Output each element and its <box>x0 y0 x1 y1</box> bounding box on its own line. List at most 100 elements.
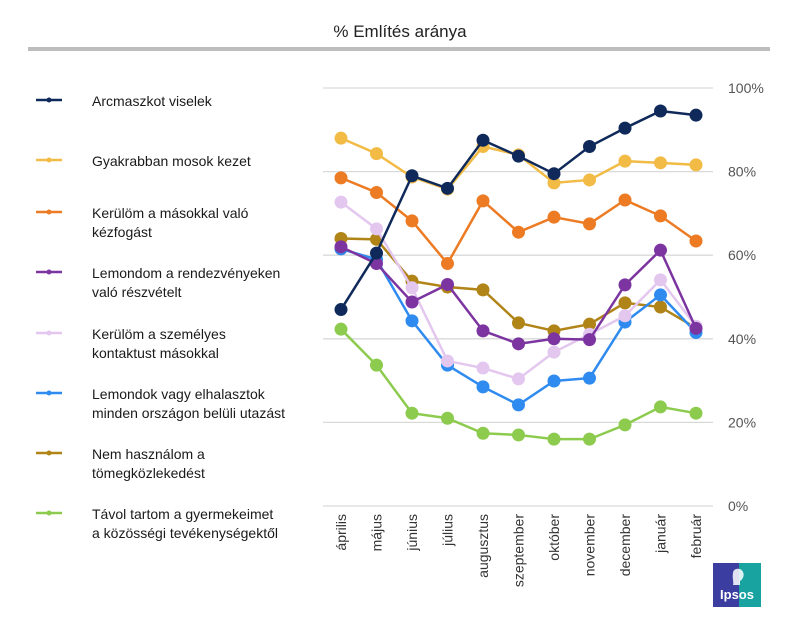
data-point <box>618 418 632 432</box>
data-point <box>654 400 667 414</box>
legend-label: Gyakrabban mosok kezet <box>92 152 352 171</box>
legend-swatch <box>36 97 62 103</box>
data-point <box>405 214 419 228</box>
data-point <box>334 171 348 185</box>
data-point <box>441 354 454 368</box>
svg-text:Ipsos: Ipsos <box>720 587 754 602</box>
series-0 <box>334 104 703 317</box>
x-tick-label: február <box>688 514 704 559</box>
legend-label-line: Arcmaszkot viselek <box>92 93 212 109</box>
series-line <box>339 109 697 311</box>
data-point <box>547 432 561 446</box>
legend-label: Lemondom a rendezvényeken való részvételt <box>92 264 352 302</box>
legend-label: Nem használom a tömegközlekedést <box>92 445 352 483</box>
data-point <box>654 209 667 223</box>
legend-swatch <box>36 390 62 396</box>
data-point <box>547 176 561 190</box>
x-tick-label: szeptember <box>511 514 527 587</box>
legend-label-line: tömegközlekedést <box>92 465 205 481</box>
series-3 <box>334 240 703 351</box>
data-point <box>547 332 561 346</box>
x-tick-label: május <box>369 514 385 551</box>
data-point <box>405 295 419 309</box>
data-point <box>334 303 348 317</box>
data-point <box>476 133 490 147</box>
data-point <box>476 361 490 375</box>
legend-label-line: Kerülöm a másokkal való <box>92 205 249 221</box>
data-point <box>512 428 525 442</box>
data-point <box>654 300 667 314</box>
data-point <box>583 432 596 446</box>
data-point <box>689 158 703 172</box>
y-tick-label: 60% <box>728 247 756 263</box>
data-point <box>370 246 383 260</box>
series-7 <box>334 322 703 446</box>
data-point <box>689 234 703 248</box>
data-point <box>441 181 454 195</box>
ipsos-logo: Ipsos <box>713 563 761 607</box>
data-point <box>370 147 383 161</box>
data-point <box>689 321 703 335</box>
data-point <box>476 324 490 338</box>
series-line <box>340 137 697 191</box>
data-point <box>618 121 632 135</box>
x-tick-label: július <box>440 514 456 547</box>
legend-label: Kerülöm a személyes kontaktust másokkal <box>92 325 352 363</box>
legend-label-line: Nem használom a <box>92 446 205 462</box>
data-point <box>512 372 525 386</box>
data-point <box>370 222 383 236</box>
series-line <box>340 176 697 266</box>
data-point <box>547 167 561 181</box>
legend-label-line: Távol tartom a gyermekeimet <box>92 506 274 522</box>
data-point <box>583 371 596 385</box>
x-tick-label: december <box>617 514 633 577</box>
data-point <box>405 281 419 295</box>
data-point <box>654 273 667 287</box>
data-point <box>512 337 525 351</box>
data-point <box>441 277 454 291</box>
legend-label-line: Lemondom a rendezvényeken <box>92 265 281 281</box>
data-point <box>583 140 596 154</box>
y-tick-label: 20% <box>728 414 756 430</box>
data-point <box>370 186 383 199</box>
data-point <box>618 309 632 323</box>
data-point <box>476 283 490 297</box>
legend-swatch <box>36 209 62 215</box>
series-2 <box>334 171 703 271</box>
data-point <box>689 406 703 420</box>
legend-label-line: kontaktust másokkal <box>92 345 219 361</box>
data-point <box>476 426 490 440</box>
legend-label: Kerülöm a másokkal való kézfogást <box>92 204 352 242</box>
data-point <box>405 314 419 328</box>
legend-label-line: a közösségi tevékenységektől <box>92 525 278 541</box>
data-point <box>441 411 454 425</box>
data-point <box>654 243 667 257</box>
x-tick-label: április <box>333 514 349 551</box>
series-1 <box>334 131 703 196</box>
title-divider <box>28 47 770 51</box>
legend-label: Lemondok vagy elhalasztok minden országon… <box>92 385 352 423</box>
data-point <box>618 193 632 207</box>
data-point <box>405 169 419 183</box>
x-tick-label: június <box>404 514 420 552</box>
legend-label-line: minden országon belüli utazást <box>92 405 286 421</box>
data-point <box>547 374 561 388</box>
data-point <box>334 195 348 209</box>
y-tick-label: 40% <box>728 331 756 347</box>
data-point <box>512 225 525 239</box>
data-point <box>618 154 632 168</box>
data-point <box>441 257 454 271</box>
legend-label-line: Lemondok vagy elhalasztok <box>92 386 265 402</box>
data-point <box>654 104 667 118</box>
legend-swatch <box>36 157 62 163</box>
legend-label-line: való részvételt <box>92 284 182 300</box>
data-point <box>512 316 525 330</box>
data-point <box>654 288 667 302</box>
data-point <box>334 240 348 254</box>
data-point <box>689 108 703 122</box>
data-point <box>476 194 490 208</box>
data-point <box>618 278 632 292</box>
data-point <box>583 217 596 231</box>
legend-label-line: Gyakrabban mosok kezet <box>92 153 251 169</box>
